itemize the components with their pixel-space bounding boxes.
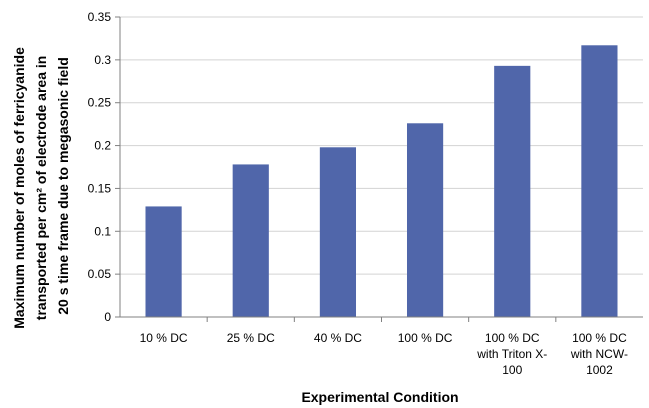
y-tick-label: 0.3 bbox=[94, 53, 111, 67]
x-axis-title: Experimental Condition bbox=[301, 389, 458, 405]
y-tick-label: 0.35 bbox=[88, 10, 112, 24]
x-category-labels: 10 % DC 25 % DC 40 % DC 100 % DC 100 % DC wit… bbox=[140, 331, 628, 377]
bar bbox=[232, 164, 269, 317]
bar bbox=[145, 206, 182, 317]
y-tick-label: 0.05 bbox=[88, 267, 112, 281]
y-tick-label: 0.2 bbox=[94, 139, 111, 153]
bar bbox=[581, 45, 618, 318]
y-axis-title-line-3: 20 s time frame due to megasonic field bbox=[55, 57, 71, 315]
y-axis-title: Maximum number of moles of ferricyanide … bbox=[11, 43, 71, 329]
x-category-label: 100 % DC with Triton X-100 bbox=[476, 331, 547, 377]
gridlines bbox=[120, 16, 643, 275]
y-axis-title-line-1: Maximum number of moles of ferricyanide bbox=[11, 47, 27, 329]
x-category-label: 25 % DC bbox=[227, 331, 275, 345]
x-category-label: 10 % DC bbox=[140, 331, 188, 345]
y-tick-label: 0.1 bbox=[94, 224, 111, 238]
bar bbox=[494, 65, 531, 317]
bar bbox=[406, 123, 444, 318]
x-category-label: 40 % DC bbox=[314, 331, 362, 345]
bars bbox=[145, 45, 618, 318]
y-tick-label: 0 bbox=[104, 310, 111, 324]
axes bbox=[115, 16, 643, 322]
bar bbox=[319, 147, 357, 317]
y-tick-label: 0.25 bbox=[88, 96, 112, 110]
x-category-label: 100 % DC with NCW-1002 bbox=[570, 331, 628, 377]
y-tick-label: 0.15 bbox=[88, 181, 112, 195]
y-axis-title-line-2: transported per cm² of electrode area in bbox=[33, 56, 49, 321]
y-tick-labels: 0 0.05 0.1 0.15 0.2 0.25 0.3 0.35 bbox=[88, 10, 112, 324]
x-category-label: 100 % DC bbox=[398, 331, 453, 345]
